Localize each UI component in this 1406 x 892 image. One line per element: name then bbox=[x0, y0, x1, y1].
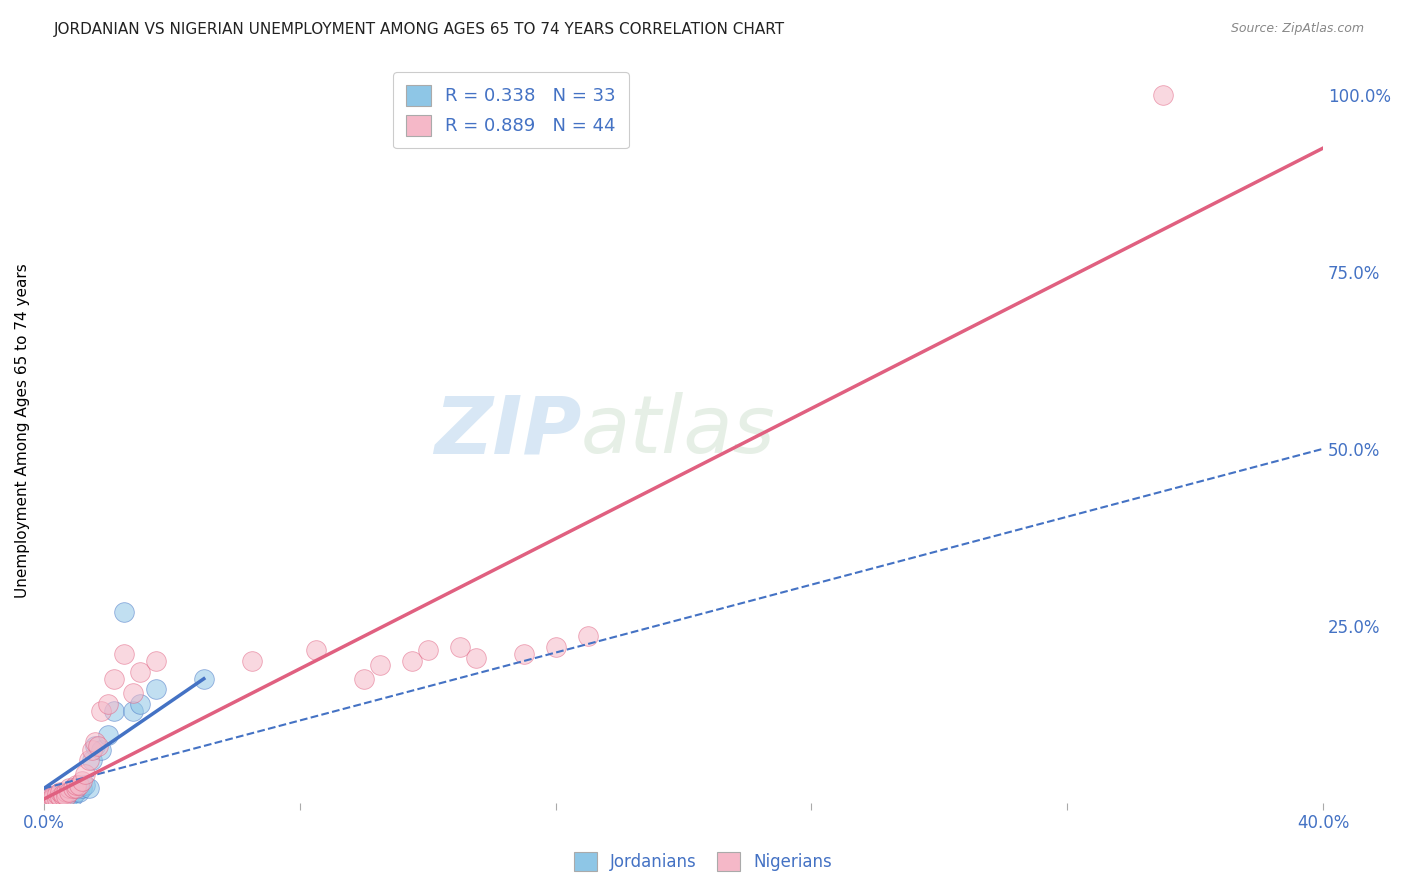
Point bbox=[49, 789, 72, 804]
Point bbox=[97, 697, 120, 711]
Point bbox=[52, 789, 75, 803]
Point bbox=[145, 654, 167, 668]
Point bbox=[55, 789, 77, 803]
Point bbox=[122, 686, 145, 700]
Point bbox=[65, 785, 87, 799]
Point bbox=[1152, 87, 1174, 102]
Point bbox=[52, 789, 75, 803]
Point bbox=[35, 792, 58, 806]
Point bbox=[84, 735, 107, 749]
Point bbox=[58, 789, 80, 803]
Text: atlas: atlas bbox=[581, 392, 776, 470]
Y-axis label: Unemployment Among Ages 65 to 74 years: Unemployment Among Ages 65 to 74 years bbox=[15, 264, 30, 599]
Point bbox=[72, 781, 94, 796]
Point bbox=[401, 654, 423, 668]
Point bbox=[75, 767, 97, 781]
Point bbox=[576, 629, 599, 643]
Point bbox=[45, 787, 67, 801]
Point bbox=[67, 785, 90, 799]
Point bbox=[77, 753, 100, 767]
Point bbox=[128, 665, 150, 679]
Point bbox=[87, 739, 110, 753]
Text: Source: ZipAtlas.com: Source: ZipAtlas.com bbox=[1230, 22, 1364, 36]
Point bbox=[45, 792, 67, 806]
Point bbox=[464, 650, 486, 665]
Point bbox=[90, 704, 112, 718]
Legend: Jordanians, Nigerians: Jordanians, Nigerians bbox=[565, 843, 841, 880]
Point bbox=[35, 792, 58, 806]
Point bbox=[62, 781, 84, 796]
Point bbox=[58, 781, 80, 796]
Point bbox=[84, 739, 107, 753]
Point bbox=[42, 791, 65, 805]
Point bbox=[80, 753, 103, 767]
Point bbox=[55, 785, 77, 799]
Point bbox=[353, 672, 375, 686]
Point bbox=[90, 742, 112, 756]
Point bbox=[55, 789, 77, 804]
Point bbox=[103, 672, 125, 686]
Point bbox=[49, 791, 72, 805]
Point bbox=[544, 640, 567, 654]
Point bbox=[55, 787, 77, 801]
Point bbox=[45, 792, 67, 806]
Point bbox=[65, 781, 87, 796]
Point bbox=[122, 704, 145, 718]
Point bbox=[39, 793, 62, 807]
Legend: R = 0.338   N = 33, R = 0.889   N = 44: R = 0.338 N = 33, R = 0.889 N = 44 bbox=[394, 72, 628, 148]
Point bbox=[112, 647, 135, 661]
Point bbox=[49, 787, 72, 801]
Text: JORDANIAN VS NIGERIAN UNEMPLOYMENT AMONG AGES 65 TO 74 YEARS CORRELATION CHART: JORDANIAN VS NIGERIAN UNEMPLOYMENT AMONG… bbox=[53, 22, 785, 37]
Point bbox=[45, 789, 67, 803]
Point bbox=[65, 778, 87, 792]
Point bbox=[49, 785, 72, 799]
Point bbox=[39, 789, 62, 804]
Point bbox=[42, 789, 65, 804]
Point bbox=[240, 654, 263, 668]
Point bbox=[62, 789, 84, 803]
Point bbox=[58, 785, 80, 799]
Point bbox=[449, 640, 471, 654]
Point bbox=[145, 682, 167, 697]
Point bbox=[42, 789, 65, 803]
Point bbox=[65, 781, 87, 796]
Point bbox=[112, 605, 135, 619]
Point bbox=[103, 704, 125, 718]
Point bbox=[52, 792, 75, 806]
Point bbox=[67, 778, 90, 792]
Point bbox=[512, 647, 534, 661]
Point bbox=[52, 787, 75, 801]
Point bbox=[77, 781, 100, 796]
Point bbox=[305, 643, 328, 657]
Point bbox=[368, 657, 391, 672]
Point bbox=[128, 697, 150, 711]
Point bbox=[39, 793, 62, 807]
Point bbox=[193, 672, 215, 686]
Point bbox=[75, 778, 97, 792]
Text: ZIP: ZIP bbox=[434, 392, 581, 470]
Point bbox=[62, 781, 84, 796]
Point bbox=[80, 742, 103, 756]
Point bbox=[97, 728, 120, 742]
Point bbox=[58, 785, 80, 799]
Point bbox=[49, 789, 72, 804]
Point bbox=[416, 643, 439, 657]
Point bbox=[42, 791, 65, 805]
Point bbox=[72, 774, 94, 789]
